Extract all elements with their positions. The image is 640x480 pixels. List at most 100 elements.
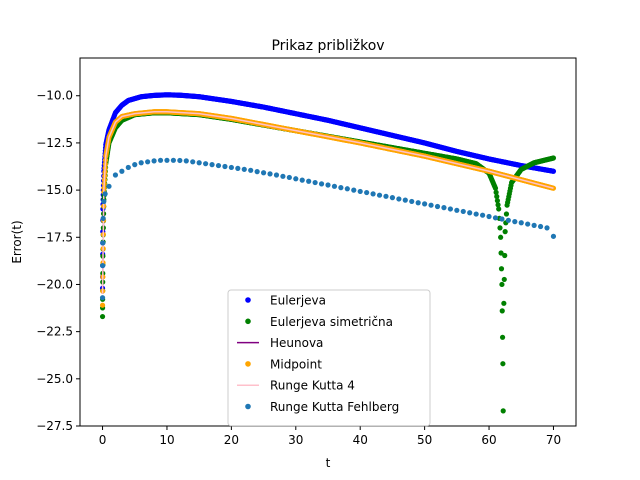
y-tick-label: −27.5 xyxy=(36,419,73,433)
data-point xyxy=(501,300,507,306)
data-point xyxy=(177,157,183,164)
legend-label: Heunova xyxy=(270,336,323,350)
data-point xyxy=(248,167,254,173)
data-point xyxy=(498,250,504,256)
data-point xyxy=(254,169,260,175)
data-point xyxy=(498,234,504,240)
data-point xyxy=(132,162,138,168)
y-axis: −27.5 −25.0 −22.5 −20.0 −17.5 −15.0 −12.5 −10.0 xyxy=(36,89,80,433)
data-point xyxy=(351,187,357,193)
data-point xyxy=(241,166,247,172)
data-point xyxy=(494,193,500,200)
data-point xyxy=(99,302,106,308)
data-point xyxy=(383,193,389,199)
data-point xyxy=(502,229,508,235)
data-point xyxy=(486,213,492,220)
legend-swatch xyxy=(245,318,251,325)
x-axis-label: t xyxy=(326,456,331,470)
data-point xyxy=(550,168,557,174)
legend-label: Runge Kutta 4 xyxy=(270,379,355,393)
data-point xyxy=(454,207,460,213)
data-point xyxy=(492,215,499,221)
data-point xyxy=(376,192,383,198)
data-point xyxy=(500,361,506,367)
data-point xyxy=(344,186,350,192)
data-point xyxy=(525,221,531,227)
x-tick-label: 50 xyxy=(417,433,432,447)
data-point xyxy=(447,206,453,212)
data-point xyxy=(119,168,125,174)
data-point xyxy=(112,172,119,178)
y-tick-label: −17.5 xyxy=(36,230,73,244)
data-point xyxy=(183,158,189,164)
y-axis-label: Error(t) xyxy=(10,220,24,263)
data-point xyxy=(102,191,108,197)
data-point xyxy=(499,334,506,340)
data-point xyxy=(518,220,524,226)
y-tick-label: −10.0 xyxy=(36,89,73,103)
data-point xyxy=(415,200,421,206)
data-point xyxy=(228,164,234,171)
data-point xyxy=(99,313,106,320)
legend-label: Midpoint xyxy=(270,357,322,371)
legend-box xyxy=(227,289,431,427)
plot-area xyxy=(99,92,557,414)
y-tick-label: −25.0 xyxy=(36,372,73,386)
legend-label: Eulerjeva simetrična xyxy=(270,315,393,329)
y-tick-label: −15.0 xyxy=(36,183,73,197)
data-point xyxy=(99,295,106,301)
data-point xyxy=(203,161,209,167)
y-tick-label: −22.5 xyxy=(36,325,73,339)
series-line xyxy=(101,111,554,294)
data-point xyxy=(396,196,402,202)
data-point xyxy=(267,171,273,177)
data-point xyxy=(497,225,503,231)
data-point xyxy=(338,185,344,191)
data-point xyxy=(286,174,292,181)
data-point xyxy=(544,225,550,231)
data-point xyxy=(157,157,164,163)
data-point xyxy=(441,205,447,211)
data-point xyxy=(505,217,511,223)
legend-swatch xyxy=(245,403,251,410)
data-point xyxy=(209,162,215,168)
data-point xyxy=(145,159,151,165)
data-point xyxy=(550,233,557,239)
data-point xyxy=(550,185,557,191)
data-point xyxy=(325,182,331,188)
legend-label: Runge Kutta Fehlberg xyxy=(270,400,399,414)
data-point xyxy=(280,173,286,179)
data-point xyxy=(467,210,473,216)
data-point xyxy=(503,211,510,217)
data-point xyxy=(494,198,501,204)
y-tick-label: −12.5 xyxy=(36,136,73,150)
x-axis: 0 10 20 30 40 50 60 70 xyxy=(99,426,561,447)
data-point xyxy=(480,212,486,218)
x-tick-label: 10 xyxy=(159,433,174,447)
data-point xyxy=(492,185,499,191)
data-point xyxy=(318,181,325,187)
y-tick-label: −20.0 xyxy=(36,277,73,291)
data-point xyxy=(331,183,338,189)
data-point xyxy=(125,164,131,171)
data-point xyxy=(364,189,370,196)
data-point xyxy=(473,211,479,217)
data-point xyxy=(101,198,107,205)
data-point xyxy=(422,201,428,207)
data-point xyxy=(164,157,170,163)
data-point xyxy=(100,215,106,222)
x-tick-label: 0 xyxy=(99,433,107,447)
x-tick-label: 20 xyxy=(224,433,239,447)
data-point xyxy=(409,198,415,205)
legend: Eulerjeva Eulerjeva simetrična Heunova Midp… xyxy=(227,289,431,427)
legend-swatch xyxy=(245,297,251,303)
data-point xyxy=(235,165,241,171)
data-point xyxy=(100,240,106,246)
data-point xyxy=(501,276,507,283)
data-point xyxy=(498,266,505,272)
data-point xyxy=(196,160,202,166)
data-point xyxy=(293,176,299,182)
data-point xyxy=(190,159,196,165)
data-point xyxy=(100,262,106,269)
